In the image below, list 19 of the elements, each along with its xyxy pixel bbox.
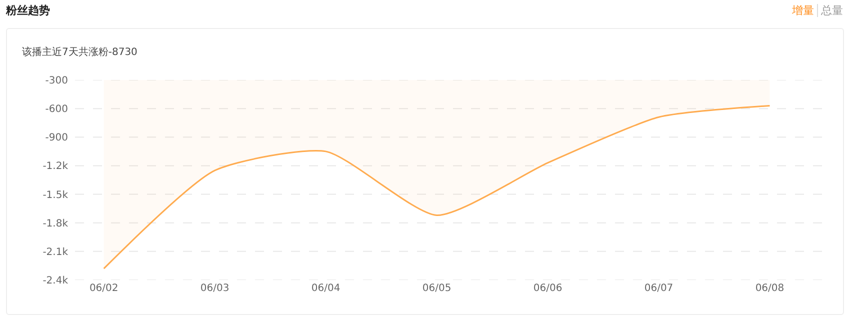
y-tick-label: -2.4k <box>42 276 68 286</box>
text: 增量 <box>792 4 814 17</box>
y-tick-label: -300 <box>45 76 68 86</box>
y-tick-label: -900 <box>45 132 68 144</box>
y-tick-label: -600 <box>45 104 68 116</box>
x-tick-label: 06/07 <box>644 283 674 294</box>
chart-subtitle: 该播主近7天共涨粉-8730 <box>22 46 138 59</box>
x-tick-label: 06/04 <box>311 283 340 294</box>
text: 总量 <box>817 4 843 17</box>
x-tick-label: 06/06 <box>533 283 562 294</box>
y-tick-label: -2.1k <box>42 246 68 258</box>
y-tick-label: -1.5k <box>42 190 68 201</box>
chart-title: 粉丝趋势 <box>6 3 50 18</box>
x-tick-label: 06/08 <box>755 283 784 294</box>
x-tick-label: 06/05 <box>422 283 452 294</box>
y-tick-label: -1.8k <box>42 218 68 230</box>
x-tick-label: 06/02 <box>89 283 118 294</box>
y-tick-label: -1.2k <box>42 161 68 172</box>
x-tick-label: 06/03 <box>200 283 230 294</box>
